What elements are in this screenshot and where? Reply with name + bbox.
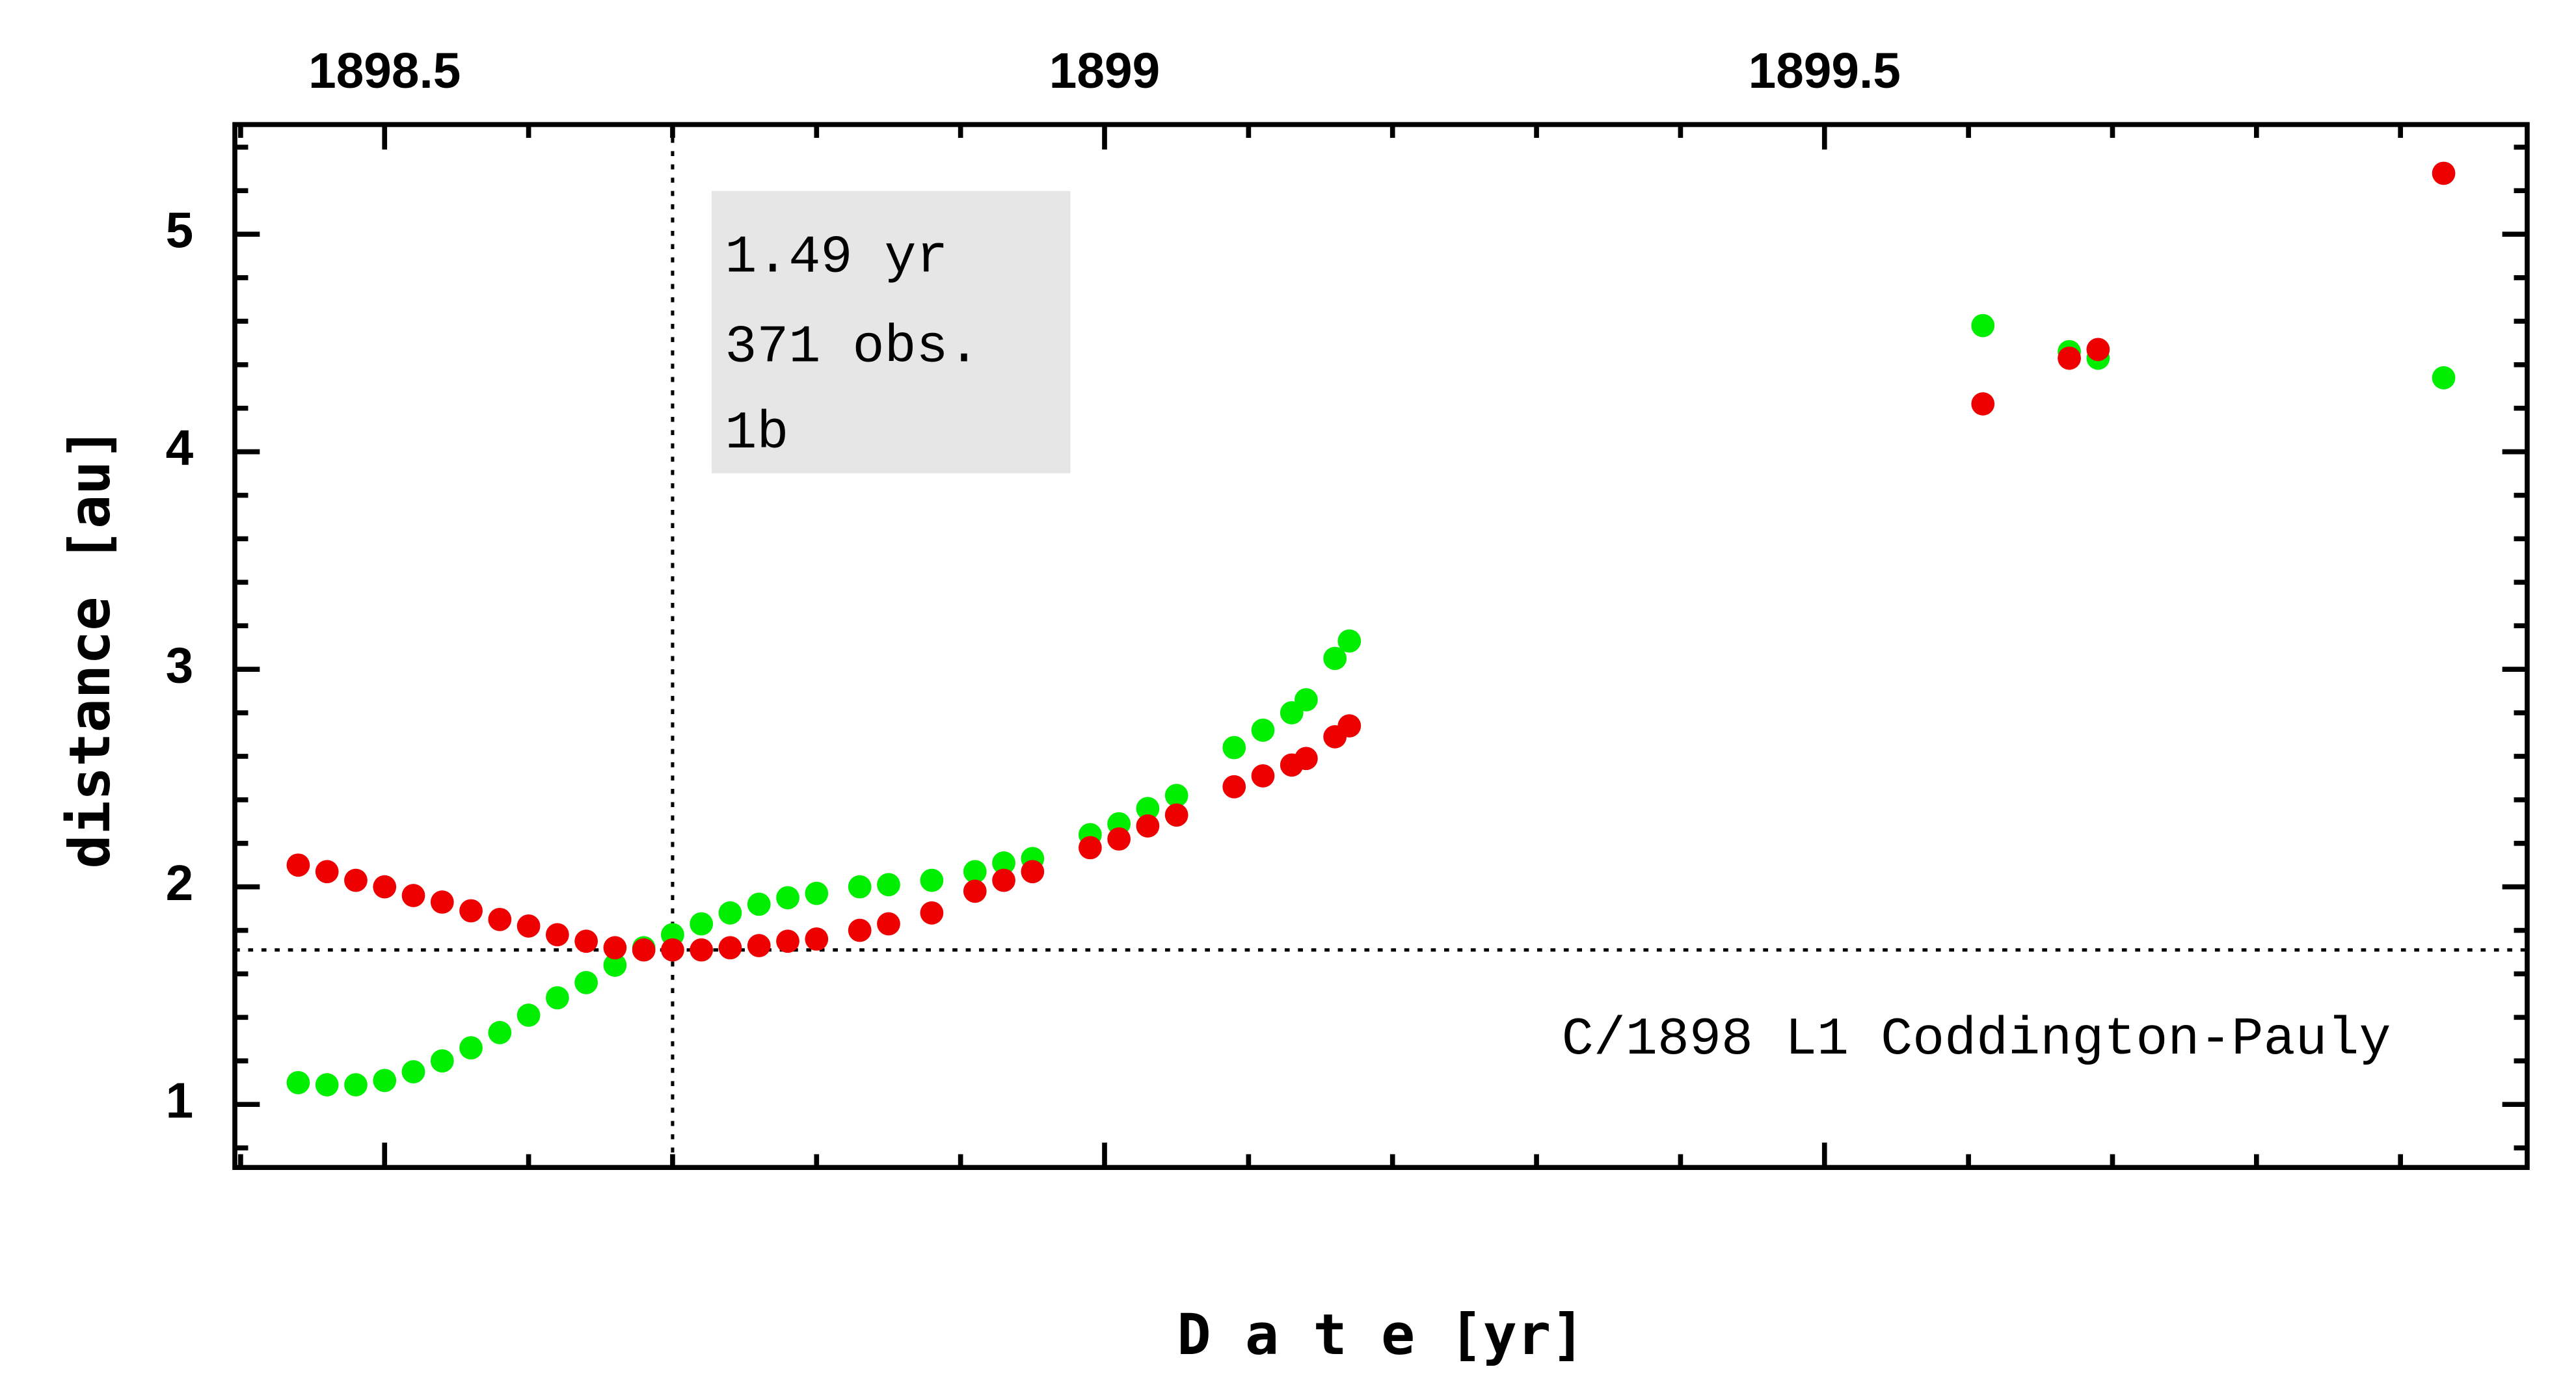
data-point [848,875,872,899]
data-point [2432,366,2456,390]
data-point [1222,736,1246,760]
data-point [718,936,742,960]
data-point [747,892,771,916]
y-tick-label: 1 [166,1073,194,1128]
data-point [1295,688,1318,711]
plot-frame [232,122,2530,1170]
data-point [488,907,512,931]
data-point [401,884,425,907]
data-point [517,914,541,938]
data-point [603,953,627,977]
data-point [718,901,742,925]
x-tick-label: 1899 [1049,44,1160,99]
data-point [1337,629,1362,653]
data-point [1971,392,1995,416]
data-point [286,1070,310,1095]
data-point [877,912,900,936]
annotation: 1b [725,403,788,464]
data-point [574,970,598,994]
data-point [920,901,944,925]
data-point [1164,784,1188,808]
data-point [315,860,339,884]
data-point [2086,338,2110,362]
data-point [517,1003,541,1027]
data-point [1251,764,1275,788]
data-point [1136,797,1160,821]
data-point [992,851,1015,875]
data-point [286,853,310,877]
data-point [1136,814,1160,838]
x-tick-label: 1899.5 [1749,44,1901,99]
y-tick-label: 4 [166,421,194,476]
data-point [1107,827,1131,851]
data-point [1078,836,1102,860]
data-point [661,938,684,962]
data-point [373,1069,397,1093]
data-point [373,875,397,899]
data-point [1971,313,1995,338]
data-point [805,881,829,905]
data-point [430,1049,454,1073]
data-point [603,936,627,960]
data-point [459,899,483,923]
data-point [1164,803,1188,827]
data-point [632,938,656,962]
data-point [545,923,569,947]
x-tick-label: 1898.5 [308,44,461,99]
annotation-box [711,191,1071,473]
data-point [920,868,944,892]
data-point [344,868,368,892]
data-point [574,929,598,953]
data-point [963,860,987,884]
data-point [545,986,569,1010]
data-point [459,1036,483,1060]
data-point [776,886,799,910]
data-point [776,929,799,953]
data-point [992,868,1015,892]
data-point [2058,346,2081,370]
data-point [1251,718,1275,742]
data-point [315,1073,339,1096]
data-point [805,927,829,951]
data-point [1021,860,1045,884]
data-point [963,879,987,903]
y-axis-label: distance [au] [57,427,123,868]
data-point [1323,646,1347,671]
data-point [401,1060,425,1083]
data-point [2432,161,2456,185]
y-tick-label: 3 [166,638,194,693]
data-point [848,918,872,942]
data-point [488,1020,512,1044]
y-tick-label: 5 [166,203,194,258]
data-point [747,934,771,957]
x-axis-label: D a t e [yr] [1177,1302,1585,1368]
annotation: 1.49 yr [725,227,948,287]
data-point [690,938,714,962]
y-tick-label: 2 [166,856,194,911]
data-point [877,873,900,897]
data-point [1337,714,1362,737]
data-point [344,1073,368,1096]
data-point [1295,747,1318,771]
annotation: 371 obs. [725,317,980,377]
data-point [690,912,714,936]
data-point [430,890,454,914]
object-label: C/1898 L1 Coddington-Pauly [1562,1009,2391,1070]
data-point [1222,775,1246,799]
